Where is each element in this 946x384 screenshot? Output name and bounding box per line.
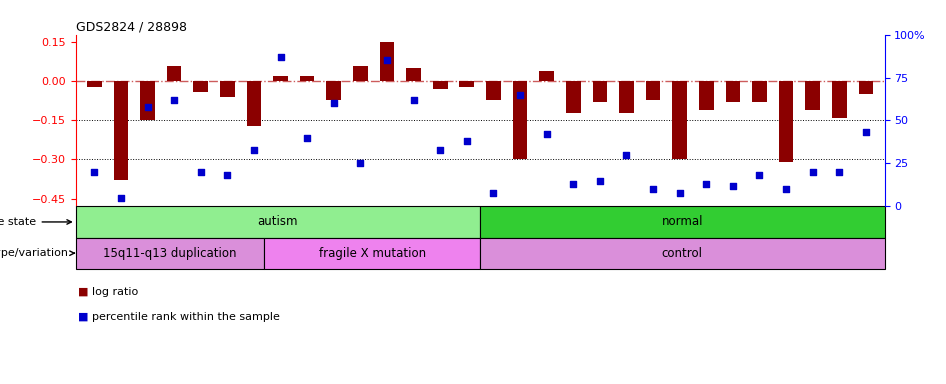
Point [273,54,289,60]
Bar [300,76,314,81]
Text: control: control [662,247,703,260]
Point [752,172,767,179]
Point [87,169,102,175]
Point [459,138,474,144]
Bar [76,206,480,238]
Point [114,195,129,201]
Bar [480,206,885,238]
Bar [486,81,500,99]
Point [406,97,421,103]
Bar [76,238,264,269]
Point [300,134,315,141]
Point [432,147,447,153]
Point [246,147,261,153]
Point [805,169,820,175]
Point [513,92,528,98]
Point [539,131,554,137]
Bar [264,238,480,269]
Point [193,169,208,175]
Bar [166,66,182,81]
Bar [140,81,155,121]
Point [592,177,607,184]
Bar [832,81,847,118]
Text: genotype/variation: genotype/variation [0,248,75,258]
Point [353,161,368,167]
Bar [87,81,101,87]
Point [779,186,794,192]
Point [140,104,155,110]
Bar [273,76,288,81]
Bar [699,81,713,110]
Point [326,100,342,106]
Text: GDS2824 / 28898: GDS2824 / 28898 [76,20,186,33]
Point [166,97,182,103]
Bar [619,81,634,113]
Bar [114,81,129,180]
Text: log ratio: log ratio [92,287,138,297]
Bar [752,81,767,102]
Point [619,152,634,158]
Bar [805,81,820,110]
Bar [406,68,421,81]
Point [832,169,847,175]
Point [672,190,687,196]
Bar [566,81,581,113]
Text: fragile X mutation: fragile X mutation [319,247,426,260]
Text: ■: ■ [78,287,88,297]
Text: ■: ■ [78,312,88,322]
Bar [859,81,873,94]
Point [219,172,235,179]
Point [726,183,741,189]
Text: percentile rank within the sample: percentile rank within the sample [92,312,280,322]
Bar [779,81,794,162]
Bar [726,81,740,102]
Bar [433,81,447,89]
Bar [460,81,474,87]
Point [566,181,581,187]
Text: 15q11-q13 duplication: 15q11-q13 duplication [103,247,237,260]
Text: normal: normal [661,215,703,228]
Bar [539,71,554,81]
Point [379,57,394,63]
Point [645,186,660,192]
Bar [193,81,208,92]
Bar [353,66,368,81]
Bar [480,238,885,269]
Bar [513,81,527,159]
Bar [247,81,261,126]
Bar [326,81,342,99]
Bar [220,81,235,97]
Point [486,190,501,196]
Point [699,181,714,187]
Bar [646,81,660,99]
Text: autism: autism [257,215,298,228]
Point [858,129,873,136]
Bar [673,81,687,159]
Bar [379,42,394,81]
Bar [592,81,607,102]
Text: disease state: disease state [0,217,71,227]
